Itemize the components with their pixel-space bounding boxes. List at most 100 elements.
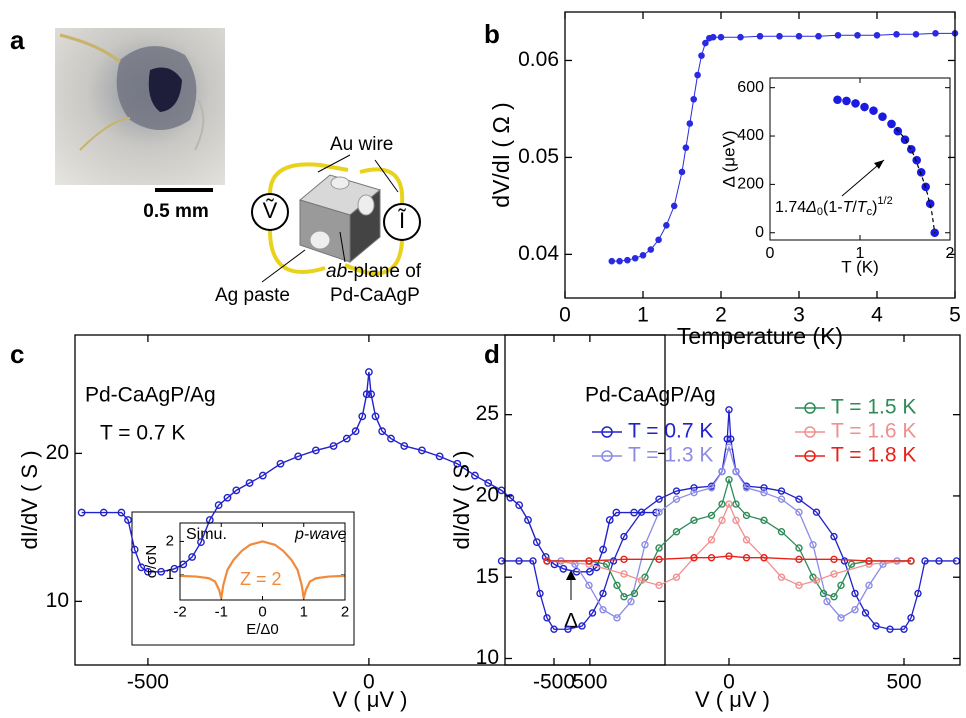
data-point — [694, 71, 701, 79]
annotation-part: / — [852, 199, 857, 216]
x-tick-label: -500 — [127, 670, 169, 693]
data-point — [670, 202, 678, 210]
data-point — [756, 32, 764, 40]
data-point — [723, 435, 731, 443]
data-point — [830, 555, 838, 564]
data-point — [627, 597, 635, 606]
data-point — [197, 538, 205, 547]
annotation-arrowhead — [566, 570, 576, 580]
data-point — [727, 435, 735, 443]
series-line — [547, 555, 911, 562]
plot-frame — [504, 334, 961, 666]
annotation-arrowhead — [874, 160, 884, 169]
data-point — [732, 467, 740, 476]
panel-label: c — [10, 339, 24, 369]
data-point — [833, 95, 842, 105]
data-point — [329, 442, 338, 450]
data-point — [647, 246, 655, 253]
data-point — [371, 412, 380, 421]
x-tick-label: 4 — [871, 303, 883, 326]
panel-text: Pd-CaAgP/Ag — [85, 384, 216, 407]
data-point — [99, 508, 108, 517]
data-point — [842, 96, 851, 106]
annotation-part: 1/2 — [877, 195, 892, 207]
data-point — [686, 120, 694, 127]
legend-label: T = 1.6 K — [831, 420, 916, 443]
data-point — [672, 573, 681, 581]
data-point — [543, 614, 551, 622]
voltmeter-label: Ṽ — [263, 198, 278, 223]
data-point — [631, 254, 639, 262]
data-point — [620, 593, 628, 601]
x-tick-label: 1 — [856, 245, 865, 262]
data-point — [387, 434, 395, 443]
data-point — [655, 236, 662, 244]
data-point — [608, 257, 616, 265]
data-point — [732, 500, 740, 508]
panel-text: T = 0.7 K — [100, 422, 185, 445]
plane-label: Pd-CaAgP — [330, 285, 420, 306]
data-point — [620, 555, 628, 564]
wire-label: Au wire — [330, 134, 393, 155]
x-tick-label: 2 — [341, 604, 349, 621]
plane-label-part: -plane of — [347, 261, 422, 282]
data-point — [921, 557, 929, 565]
data-point — [624, 256, 631, 264]
annotation-part: 1.74 — [775, 199, 806, 216]
y-tick-label: 600 — [737, 79, 764, 96]
data-point — [214, 501, 223, 510]
series-line — [546, 502, 912, 587]
x-tick-label: 500 — [886, 670, 921, 693]
legend-marker — [804, 426, 816, 438]
data-point — [725, 406, 733, 414]
series-line — [547, 477, 911, 598]
data-point — [641, 541, 649, 549]
data-point — [620, 570, 628, 578]
data-point — [678, 168, 686, 176]
data-point — [453, 459, 462, 468]
y-tick-label: 1 — [166, 566, 174, 583]
data-point — [809, 541, 817, 549]
data-point — [795, 32, 803, 40]
data-point — [276, 459, 285, 468]
panel-label: a — [10, 25, 25, 55]
data-point — [872, 622, 880, 630]
data-point — [245, 479, 254, 487]
series-line — [547, 444, 911, 619]
data-point — [585, 567, 594, 576]
data-point — [585, 557, 593, 565]
data-point — [912, 155, 922, 165]
data-point — [707, 554, 716, 562]
data-point — [358, 412, 367, 421]
data-point — [672, 527, 681, 536]
data-point — [893, 30, 900, 38]
y-axis-label: dV/dI ( Ω ) — [488, 102, 514, 207]
data-point — [258, 471, 267, 480]
x-tick-label: 0 — [258, 604, 266, 621]
data-point — [117, 508, 126, 517]
legend-label: T = 1.5 K — [831, 396, 916, 419]
data-point — [543, 557, 551, 565]
data-point — [188, 553, 197, 561]
data-point — [672, 487, 681, 495]
plot-frame — [179, 522, 346, 601]
data-point — [837, 581, 845, 590]
plane-label: ab-plane of — [326, 261, 422, 282]
data-point — [854, 31, 861, 39]
data-point — [223, 493, 232, 502]
scale-bar-label: 0.5 mm — [143, 201, 208, 222]
data-point — [471, 471, 479, 480]
legend-label: T = 1.3 K — [628, 444, 713, 467]
data-point — [559, 564, 568, 573]
inset-text: Z = 2 — [240, 569, 282, 589]
data-point — [515, 501, 524, 510]
data-point — [815, 32, 822, 40]
panel-text: Pd-CaAgP/Ag — [585, 384, 716, 407]
data-point — [630, 508, 638, 517]
data-point — [709, 33, 717, 41]
x-tick-label: -500 — [533, 670, 575, 693]
legend-marker — [804, 402, 816, 414]
plane-label-part: ab — [326, 261, 347, 282]
